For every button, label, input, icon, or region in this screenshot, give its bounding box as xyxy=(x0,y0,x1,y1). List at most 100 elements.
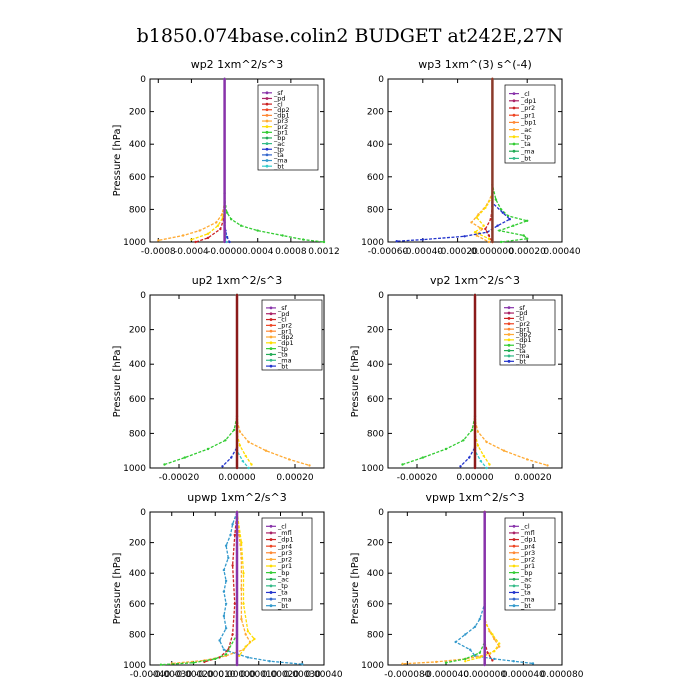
legend-entry: _pr2 xyxy=(520,556,535,564)
legend-entry: _ta xyxy=(273,151,284,159)
legend-marker xyxy=(512,544,516,548)
legend-entry: _pr1 xyxy=(520,562,535,570)
x-tick-label: -0.00040 xyxy=(403,247,444,257)
series-point xyxy=(496,224,499,227)
legend-entry: _pr3 xyxy=(277,549,292,557)
series-point xyxy=(401,463,404,466)
legend-marker xyxy=(269,323,273,327)
series-point xyxy=(476,430,480,433)
y-tick-label: 600 xyxy=(129,395,146,405)
legend-marker xyxy=(507,343,511,347)
y-tick-label: 600 xyxy=(367,395,384,405)
legend-entry: _pr3 xyxy=(273,117,288,125)
series-point xyxy=(480,227,484,231)
series-point xyxy=(229,533,232,537)
series-point xyxy=(435,660,438,664)
chart-title: vp2 1xm^2/s^3 xyxy=(430,274,520,287)
legend-entry: _cl xyxy=(277,523,287,531)
legend-marker xyxy=(265,136,269,140)
series-point xyxy=(491,659,494,662)
series-point xyxy=(190,238,193,241)
legend-entry: _ma xyxy=(273,157,288,165)
plot-frame xyxy=(149,78,325,243)
legend-marker xyxy=(512,604,516,608)
series-line xyxy=(470,79,494,243)
legend-marker xyxy=(265,159,269,162)
series-point xyxy=(219,227,222,231)
chart-title: wp2 1xm^2/s^3 xyxy=(191,58,284,71)
legend-entry: _pr1 xyxy=(277,327,292,335)
y-tick-label: 400 xyxy=(129,140,146,150)
series-point xyxy=(301,663,304,666)
legend-entry: _ta xyxy=(277,351,288,359)
y-tick-label: 1000 xyxy=(123,238,146,248)
legend-entry: _ta xyxy=(520,589,531,597)
y-tick-label: 1000 xyxy=(361,238,384,248)
series-point xyxy=(206,236,210,240)
series-point xyxy=(215,221,218,224)
legend-entry: _bp xyxy=(277,569,290,577)
legend: _sf_pd_cl_dp2_dp1_pr3_pr2_pr1_bp_ac_tp_t… xyxy=(257,84,319,170)
series-point xyxy=(238,444,242,447)
legend-entry: _pr3 xyxy=(520,549,535,557)
legend: _sf_pd_cl_pr2_pr1_dp2_dp1_tp_ta_ma_bt xyxy=(499,299,556,366)
plot-frame xyxy=(387,78,563,243)
series-point xyxy=(244,454,247,458)
y-tick-label: 800 xyxy=(129,205,146,215)
series-point xyxy=(302,238,305,241)
series-point xyxy=(206,447,210,451)
y-axis-label: Pressure [hPa] xyxy=(112,346,123,418)
legend-entry: _ta xyxy=(277,589,288,597)
series-point xyxy=(192,661,195,664)
series-point xyxy=(221,465,224,468)
series-point xyxy=(464,633,467,636)
legend-entry: _bt xyxy=(277,602,288,610)
legend-entry: _pr1 xyxy=(277,562,292,570)
legend-marker xyxy=(269,564,273,568)
legend-marker xyxy=(269,318,273,321)
series-point xyxy=(235,466,239,470)
series-line xyxy=(158,79,226,242)
legend-marker xyxy=(269,358,273,362)
series-point xyxy=(225,211,229,214)
series-point xyxy=(183,456,186,459)
legend-entry: _pr2 xyxy=(520,104,535,112)
legend-marker xyxy=(265,153,269,157)
series-point xyxy=(484,206,487,209)
legend-entry: _ma xyxy=(520,595,535,603)
series-point xyxy=(230,218,233,221)
chart-panel: vp2 1xm^2/s^3 0 200 400 600 800 1000 -0.00020 0.… xyxy=(350,274,563,483)
y-tick-label: 200 xyxy=(367,539,384,549)
legend-marker xyxy=(507,349,511,352)
series-point xyxy=(224,653,228,656)
x-tick-label: 0.00020 xyxy=(262,670,299,680)
legend-marker xyxy=(512,121,516,124)
x-tick-label: 0.00020 xyxy=(509,247,546,257)
legend-entry: _tp xyxy=(277,582,288,590)
legend-entry: _ac xyxy=(520,126,532,134)
x-tick-label: -0.00030 xyxy=(152,670,193,680)
legend-entry: _pd xyxy=(277,310,290,318)
legend-marker xyxy=(269,312,273,316)
x-tick-label: 0.00010 xyxy=(240,670,277,680)
series-point xyxy=(498,642,501,645)
series-line xyxy=(236,511,256,657)
legend-entry: _cl xyxy=(273,100,283,108)
legend-entry: _dp2 xyxy=(515,331,532,339)
legend-marker xyxy=(512,564,516,568)
y-tick-label: 0 xyxy=(140,508,146,518)
legend-marker xyxy=(269,557,273,561)
series-point xyxy=(246,630,250,633)
chart-panel: up2 1xm^2/s^3 0 200 400 600 800 1000 -0.00020 0.… xyxy=(112,274,325,483)
legend-marker xyxy=(265,108,269,112)
figure-title: b1850.074base.colin2 BUDGET at242E,27N xyxy=(137,25,564,47)
y-tick-label: 0 xyxy=(378,508,384,518)
legend-entry: _ma xyxy=(520,147,535,155)
legend-entry: _pr4 xyxy=(520,542,535,550)
x-tick-label: 0.00040 xyxy=(305,670,342,680)
series-point xyxy=(444,447,448,451)
series-point xyxy=(224,602,228,605)
y-tick-label: 1000 xyxy=(123,661,146,671)
legend-marker xyxy=(507,359,511,363)
legend-marker xyxy=(512,557,516,561)
